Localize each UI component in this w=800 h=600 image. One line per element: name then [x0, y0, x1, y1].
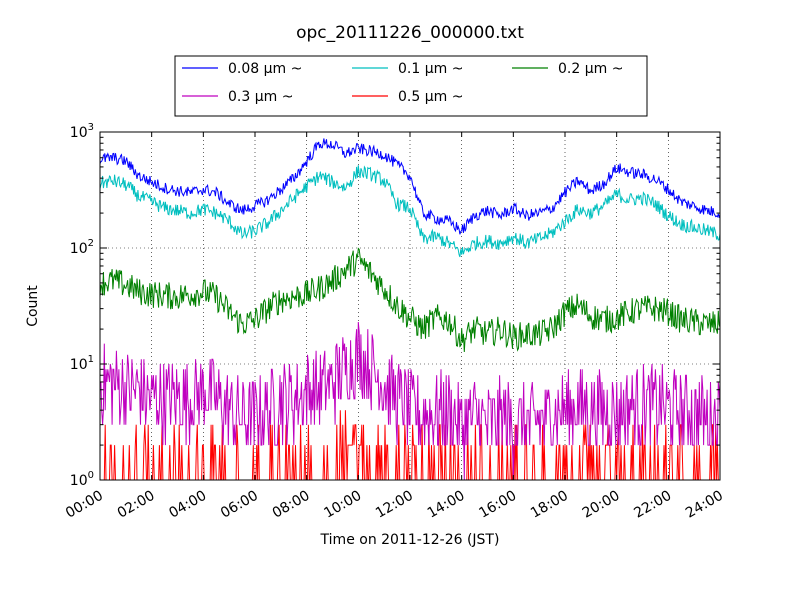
legend-label: 0.5 μm ~ — [398, 89, 463, 105]
series-line-2 — [100, 247, 720, 353]
series-line-1 — [100, 165, 720, 258]
x-tick-label: 20:00 — [580, 488, 623, 522]
x-tick-label: 24:00 — [683, 488, 726, 522]
legend: 0.08 μm ~ 0.1 μm ~ 0.2 μm ~ 0.3 μm ~ 0.5 μm … — [174, 55, 648, 117]
legend-label: 0.08 μm ~ — [228, 61, 302, 77]
chart-title: opc_20111226_000000.txt — [296, 23, 524, 43]
y-axis-ticks: 100 101 102 103 — [70, 122, 720, 489]
y-tick-label: 103 — [70, 122, 94, 141]
x-tick-label: 04:00 — [166, 488, 209, 522]
series-plot-area — [100, 138, 720, 480]
y-tick-label: 100 — [70, 470, 94, 489]
legend-label: 0.1 μm ~ — [398, 61, 463, 77]
legend-box — [174, 55, 648, 117]
x-tick-label: 00:00 — [63, 488, 106, 522]
y-tick-label: 102 — [70, 238, 94, 257]
x-tick-label: 12:00 — [373, 488, 416, 522]
x-tick-label: 08:00 — [270, 488, 313, 522]
x-tick-label: 02:00 — [115, 488, 158, 522]
series-line-3 — [100, 321, 720, 480]
x-axis-label: Time on 2011-12-26 (JST) — [320, 532, 500, 548]
y-axis-label: Count — [25, 285, 41, 327]
legend-label: 0.3 μm ~ — [228, 89, 293, 105]
x-tick-label: 18:00 — [528, 488, 571, 522]
x-tick-label: 06:00 — [218, 488, 261, 522]
grid-lines — [100, 132, 720, 480]
series-line-4 — [100, 410, 720, 480]
y-tick-label: 101 — [70, 354, 94, 373]
x-tick-label: 10:00 — [321, 488, 364, 522]
legend-label: 0.2 μm ~ — [558, 61, 623, 77]
x-tick-label: 14:00 — [425, 488, 468, 522]
x-tick-label: 16:00 — [476, 488, 519, 522]
x-tick-label: 22:00 — [631, 488, 674, 522]
series-line-0 — [100, 138, 720, 235]
